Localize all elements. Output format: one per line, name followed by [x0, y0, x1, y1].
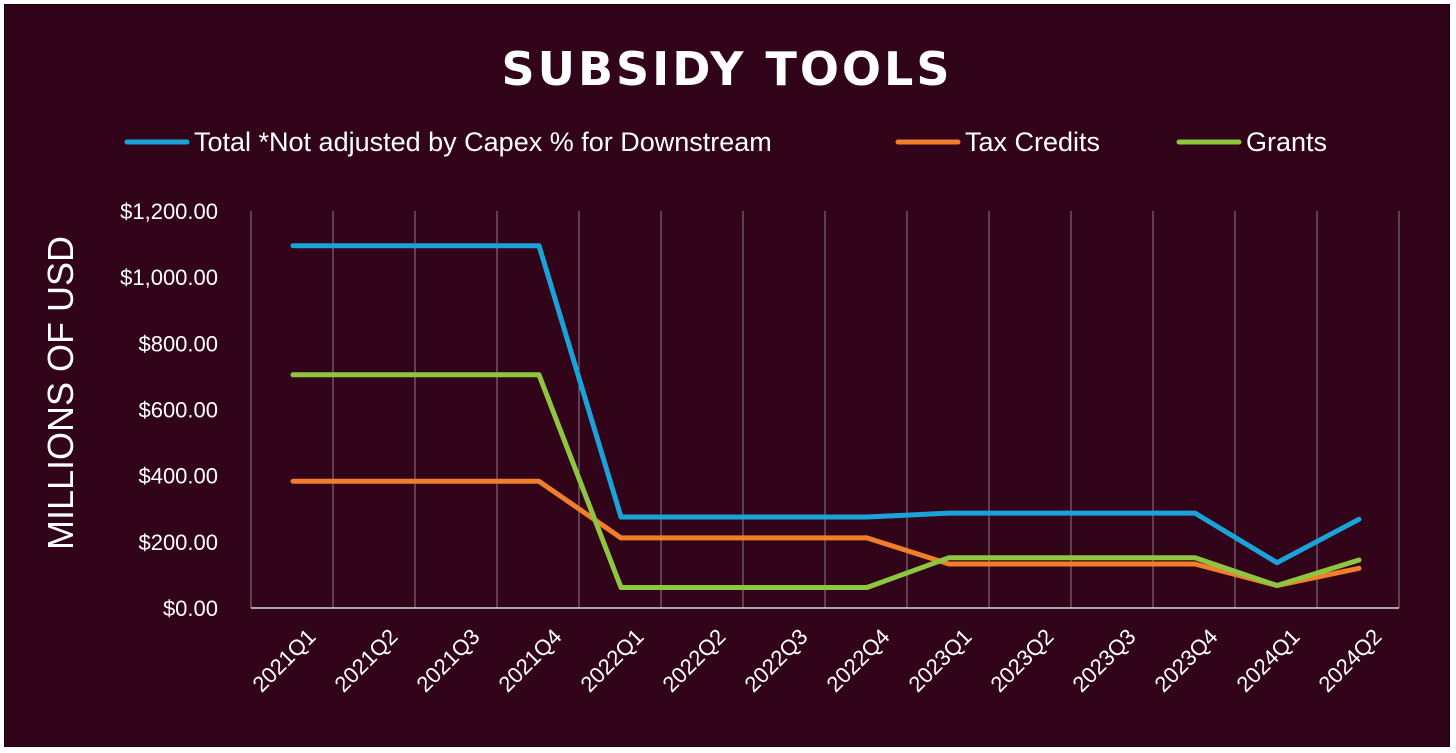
- y-tick-label: $600.00: [138, 398, 218, 423]
- axes: $0.00 $200.00 $400.00 $600.00 $800.00 $1,000.…: [120, 199, 1399, 697]
- y-tick-label: $1,200.00: [120, 199, 218, 224]
- x-tick-label: 2022Q2: [657, 624, 730, 697]
- x-tick-label: 2022Q3: [739, 624, 812, 697]
- legend-label: Grants: [1246, 127, 1327, 157]
- series-lines: [290, 243, 1362, 590]
- series-line-1: [290, 478, 1362, 588]
- legend-label: Total *Not adjusted by Capex % for Downs…: [194, 127, 772, 157]
- series-line-0: [290, 243, 1362, 566]
- chart-title: SUBSIDY TOOLS: [502, 42, 953, 96]
- y-tick-label: $400.00: [138, 464, 218, 489]
- y-tick-label: $1,000.00: [120, 265, 218, 290]
- series-line-2: [290, 372, 1362, 590]
- x-tick-label: 2023Q1: [903, 624, 976, 697]
- x-tick-label: 2023Q4: [1149, 624, 1222, 697]
- x-tick-label: 2021Q1: [247, 624, 320, 697]
- x-tick-label: 2021Q3: [411, 624, 484, 697]
- x-tick-label: 2024Q2: [1313, 624, 1386, 697]
- x-tick-label: 2023Q3: [1067, 624, 1140, 697]
- y-axis-label: MILLIONS OF USD: [40, 236, 81, 550]
- y-tick-label: $800.00: [138, 331, 218, 356]
- y-tick-label: $0.00: [163, 596, 218, 621]
- legend: Total *Not adjusted by Capex % for Downs…: [124, 127, 1327, 157]
- line-chart: SUBSIDY TOOLS MILLIONS OF USD $0.00 $200.…: [40, 42, 1400, 697]
- x-tick-label: 2022Q4: [821, 624, 894, 697]
- x-tick-label: 2023Q2: [985, 624, 1058, 697]
- legend-label: Tax Credits: [965, 127, 1100, 157]
- grid: [250, 211, 1400, 608]
- x-tick-label: 2024Q1: [1231, 624, 1304, 697]
- x-tick-label: 2021Q4: [493, 624, 566, 697]
- chart-frame: SUBSIDY TOOLS MILLIONS OF USD $0.00 $200.…: [4, 4, 1450, 747]
- x-tick-label: 2021Q2: [329, 624, 402, 697]
- x-tick-label: 2022Q1: [575, 624, 648, 697]
- y-tick-label: $200.00: [138, 530, 218, 555]
